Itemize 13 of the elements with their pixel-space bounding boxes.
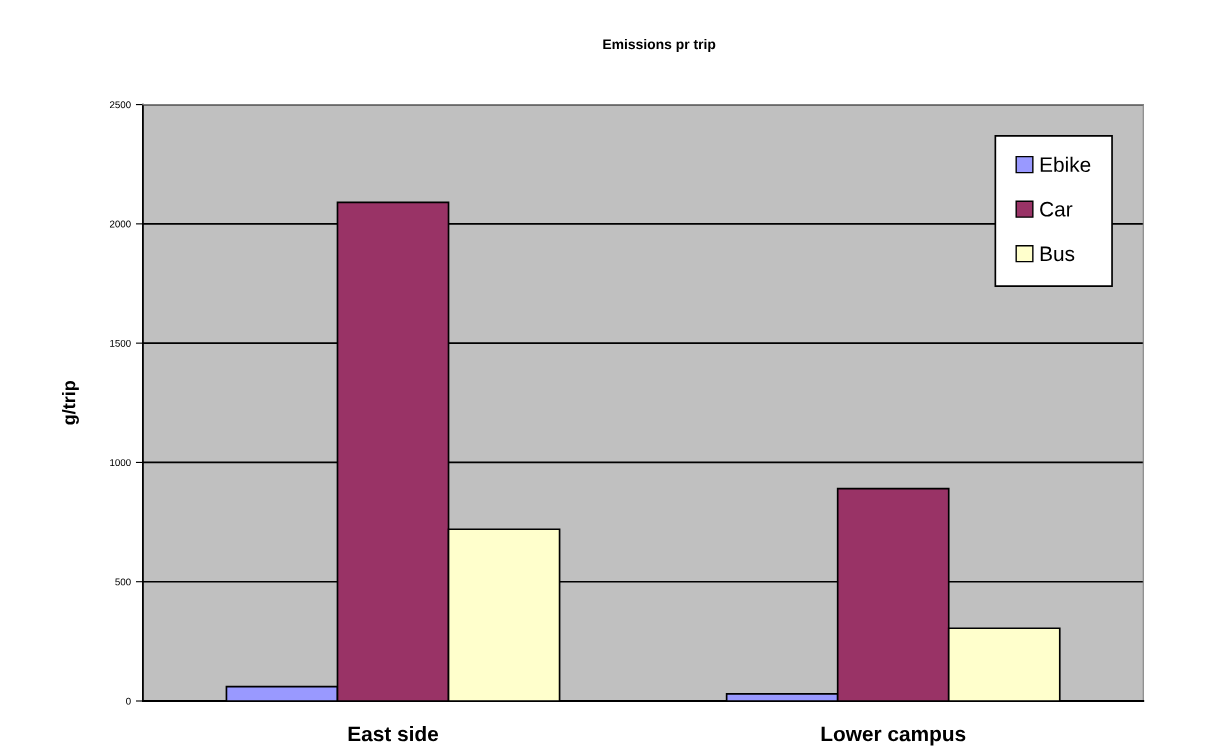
y-tick-label: 2000 (109, 220, 131, 228)
y-tick-label: 1000 (110, 459, 131, 467)
y-tick-label: 1500 (110, 339, 131, 347)
y-tick-label: 2500 (109, 101, 131, 109)
legend-label: Bus (1040, 246, 1075, 262)
x-tick-label: East side (348, 725, 439, 742)
chart-title: Emissions pr trip (603, 38, 716, 52)
y-tick-label: 0 (126, 697, 131, 705)
legend-label: Car (1040, 201, 1073, 217)
y-tick-label: 500 (115, 578, 131, 586)
x-tick-label: Lower campus (821, 726, 966, 746)
y-axis-title: g/trip (62, 380, 79, 425)
legend-label: Ebike (1040, 156, 1091, 173)
